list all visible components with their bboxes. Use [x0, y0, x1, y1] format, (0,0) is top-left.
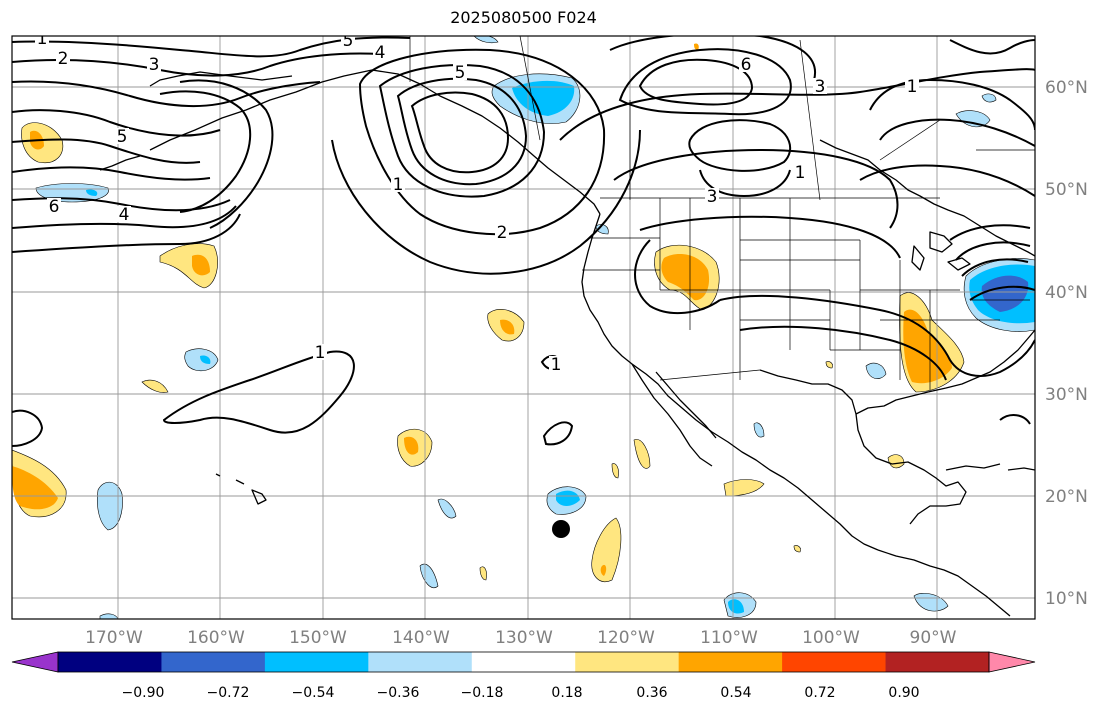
longitude-labels: 170°W 160°W 150°W 140°W 130°W 120°W 110°…	[85, 628, 957, 648]
latitude-labels: 60°N 50°N 40°N 30°N 20°N 10°N	[1045, 78, 1088, 609]
lat-label: 30°N	[1045, 385, 1088, 405]
contour-label: 1	[551, 355, 562, 375]
colorbar-cell	[782, 652, 887, 672]
lat-label: 20°N	[1045, 487, 1088, 507]
lon-label: 100°W	[802, 628, 860, 648]
contour-lines	[12, 36, 1035, 447]
contour-label-group: 1 2 3 5 4 6 5 4 1 2 5 6 3 1 1 3 1 1	[35, 29, 919, 375]
lon-label: 120°W	[597, 628, 655, 648]
storm-position-dot	[552, 520, 570, 538]
colorbar-tick: −0.54	[292, 685, 335, 701]
contour-label: 3	[149, 55, 160, 75]
lat-label: 60°N	[1045, 78, 1088, 98]
colorbar-cell	[58, 652, 162, 672]
contour-label: 5	[455, 63, 466, 83]
contour-label: 1	[393, 175, 404, 195]
lon-label: 130°W	[495, 628, 553, 648]
lon-label: 160°W	[187, 628, 245, 648]
colorbar-tick: 0.90	[888, 685, 919, 701]
colorbar-extend-max	[988, 651, 1036, 673]
contour-label: 5	[117, 127, 128, 147]
map-frame	[11, 35, 1036, 620]
colorbar-tick: −0.18	[461, 685, 504, 701]
contour-label: 3	[707, 187, 718, 207]
graticule	[12, 36, 1035, 619]
coastlines	[99, 69, 1035, 617]
colorbar-tick: 0.36	[636, 685, 667, 701]
colorbar-cell	[368, 652, 473, 672]
map-title: 2025080500 F024	[450, 8, 597, 27]
colorbar-ticks: −0.90 −0.72 −0.54 −0.36 −0.18 0.18 0.36 …	[122, 685, 920, 701]
contour-label: 5	[343, 31, 354, 51]
lon-label: 90°W	[910, 628, 957, 648]
positive-anomaly-fills	[12, 43, 965, 582]
colorbar-cell	[575, 652, 680, 672]
lon-label: 150°W	[289, 628, 347, 648]
colorbar-cell	[678, 652, 783, 672]
contour-label: 4	[375, 43, 386, 63]
contour-label: 3	[815, 77, 826, 97]
contour-label: 1	[795, 163, 806, 183]
contour-label: 1	[907, 77, 918, 97]
colorbar-tick: −0.72	[207, 685, 250, 701]
lon-label: 140°W	[392, 628, 450, 648]
colorbar-tick: 0.54	[720, 685, 751, 701]
contour-label: 2	[497, 223, 508, 243]
contour-label: 6	[49, 197, 60, 217]
colorbar-tick: −0.90	[122, 685, 165, 701]
colorbar-tick: 0.18	[551, 685, 582, 701]
colorbar-tick: 0.72	[804, 685, 835, 701]
lat-label: 50°N	[1045, 180, 1088, 200]
state-borders	[409, 36, 1035, 390]
colorbar-tick: −0.36	[377, 685, 420, 701]
lon-label: 110°W	[700, 628, 758, 648]
contour-label: 4	[119, 205, 130, 225]
contour-label: 2	[58, 49, 69, 69]
colorbar-cell	[885, 652, 990, 672]
lon-label: 170°W	[85, 628, 143, 648]
colorbar: −0.90 −0.72 −0.54 −0.36 −0.18 0.18 0.36 …	[11, 651, 1036, 701]
contour-label: 6	[741, 55, 752, 75]
colorbar-cell	[471, 652, 576, 672]
colorbar-border	[57, 651, 990, 673]
lat-label: 10°N	[1045, 589, 1088, 609]
lat-label: 40°N	[1045, 283, 1088, 303]
contour-label: 1	[315, 343, 326, 363]
colorbar-extend-min	[11, 651, 59, 673]
colorbar-cell	[264, 652, 369, 672]
contour-label: 1	[37, 29, 48, 49]
colorbar-cell	[161, 652, 266, 672]
